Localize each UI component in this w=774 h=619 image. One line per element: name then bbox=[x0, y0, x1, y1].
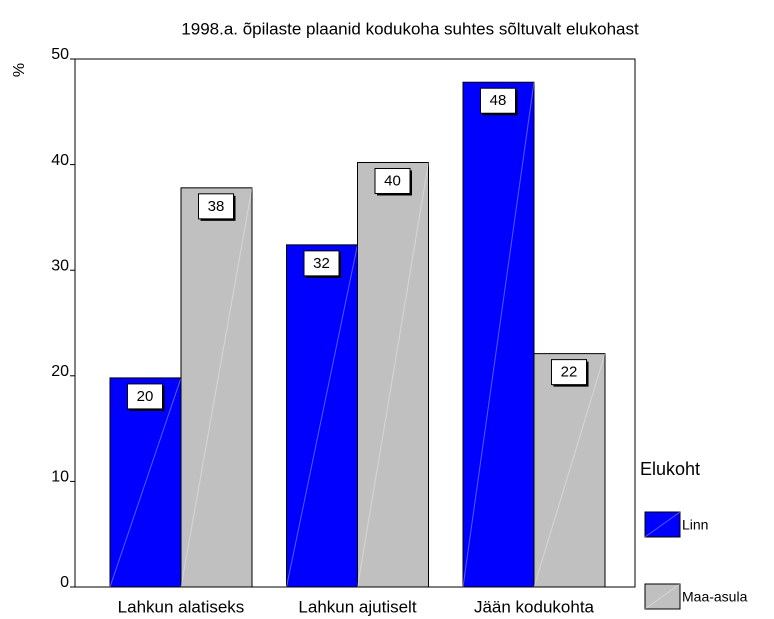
bar bbox=[357, 161, 429, 588]
bar-hatch bbox=[286, 244, 358, 588]
bar bbox=[109, 377, 182, 588]
legend-swatch bbox=[644, 583, 681, 610]
bar bbox=[462, 81, 535, 588]
value-label-box bbox=[480, 87, 516, 114]
value-label-box bbox=[303, 250, 340, 277]
legend-swatch bbox=[644, 511, 681, 538]
value-label: 22 bbox=[561, 364, 578, 381]
value-label: 20 bbox=[137, 388, 154, 405]
legend-label: Maa-asula bbox=[682, 589, 748, 605]
bar bbox=[286, 244, 358, 588]
chart-title: 1998.a. õpilaste plaanid kodukoha suhtes… bbox=[181, 19, 639, 38]
y-axis-label: % bbox=[11, 63, 28, 77]
bar-hatch bbox=[462, 82, 535, 588]
x-tick-label: Lahkun ajutiselt bbox=[298, 597, 416, 616]
y-tick-label: 10 bbox=[51, 469, 69, 486]
value-label: 40 bbox=[384, 172, 401, 189]
y-tick-label: 40 bbox=[51, 152, 69, 169]
value-label-box bbox=[127, 383, 163, 410]
bar-hatch bbox=[533, 353, 606, 588]
value-label: 32 bbox=[313, 255, 330, 272]
y-tick-label: 30 bbox=[51, 257, 69, 274]
value-label: 38 bbox=[208, 198, 225, 215]
value-label-box bbox=[374, 167, 411, 194]
bar-hatch bbox=[357, 162, 429, 588]
value-label: 48 bbox=[490, 92, 507, 109]
y-tick-label: 20 bbox=[51, 363, 69, 380]
y-tick-label: 50 bbox=[51, 46, 69, 63]
legend-hatch bbox=[644, 583, 681, 610]
value-label-box bbox=[198, 193, 234, 220]
bar bbox=[533, 353, 606, 588]
bar-hatch bbox=[109, 377, 182, 588]
x-tick-label: Lahkun alatiseks bbox=[118, 597, 245, 616]
y-tick-label: 0 bbox=[60, 574, 69, 591]
legend-hatch bbox=[644, 511, 681, 538]
value-label-box bbox=[551, 359, 587, 386]
legend-title: Elukoht bbox=[640, 459, 700, 479]
bar bbox=[180, 187, 253, 588]
legend-label: Linn bbox=[682, 517, 708, 533]
x-tick-label: Jään kodukohta bbox=[474, 597, 595, 616]
bar-hatch bbox=[180, 187, 253, 588]
